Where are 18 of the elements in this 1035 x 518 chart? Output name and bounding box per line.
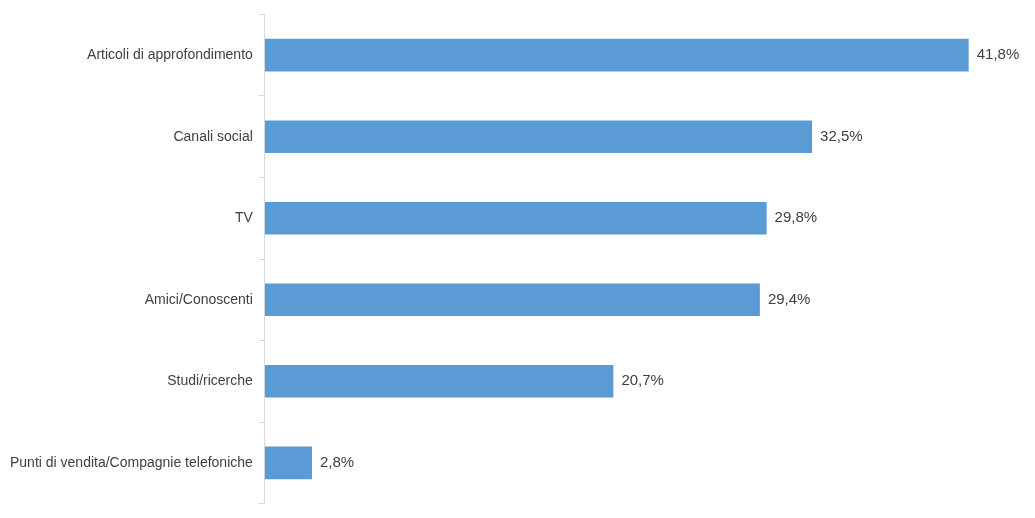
- y-tick-label: Studi/ricerche: [167, 372, 254, 389]
- data-label: 41,8%: [976, 45, 1020, 63]
- data-label: 29,4%: [767, 289, 811, 307]
- data-label: 2,8%: [319, 452, 355, 470]
- y-tick-label: Punti di vendita/Compagnie telefoniche: [10, 453, 254, 470]
- data-label: 32,5%: [820, 126, 863, 144]
- y-tick-label: TV: [234, 209, 254, 226]
- data-label: 29,8%: [774, 208, 818, 226]
- bar: [264, 446, 312, 480]
- bar: [264, 201, 767, 235]
- bar: [264, 120, 813, 154]
- bar: [264, 364, 614, 398]
- data-label: 20,7%: [621, 371, 664, 389]
- y-tick-label: Canali social: [173, 127, 253, 144]
- y-tick-label: Articoli di approfondimento: [87, 46, 254, 63]
- bar: [264, 283, 760, 317]
- bar: [264, 38, 969, 72]
- y-tick-label: Amici/Conoscenti: [144, 290, 253, 307]
